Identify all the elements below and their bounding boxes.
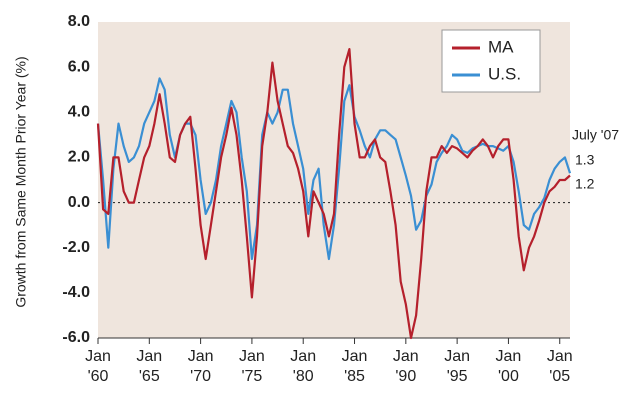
legend-label: MA bbox=[488, 37, 514, 56]
x-tick-label: Jan '60 bbox=[85, 348, 111, 385]
y-tick-label: -2.0 bbox=[62, 239, 90, 256]
y-tick-label: -4.0 bbox=[62, 284, 90, 301]
y-tick-label: 6.0 bbox=[68, 58, 90, 75]
x-tick-label: Jan '90 bbox=[392, 348, 419, 385]
y-tick-label: 8.0 bbox=[68, 13, 90, 30]
annotation: July '07 bbox=[572, 127, 619, 143]
annotation: 1.3 bbox=[575, 152, 595, 168]
y-axis-label: Growth from Same Month Prior Year (%) bbox=[13, 56, 29, 307]
series-line bbox=[96, 48, 571, 340]
y-tick-label: 4.0 bbox=[68, 104, 90, 121]
x-tick-label: Jan '85 bbox=[341, 348, 368, 385]
x-tick-label: Jan '05 bbox=[546, 348, 573, 385]
y-tick-label: 0.0 bbox=[68, 194, 90, 211]
x-tick-label: Jan '95 bbox=[444, 348, 471, 385]
legend-label: U.S. bbox=[488, 64, 521, 83]
y-tick-label: -6.0 bbox=[62, 329, 90, 346]
annotation: 1.2 bbox=[575, 176, 595, 192]
legend-box bbox=[441, 29, 541, 93]
legend: MA U.S. bbox=[441, 29, 541, 93]
x-tick-label: Jan '65 bbox=[136, 348, 163, 385]
x-tick-label: Jan '75 bbox=[239, 348, 265, 385]
y-tick-label: 2.0 bbox=[68, 149, 90, 166]
x-tick-label: Jan '70 bbox=[187, 348, 214, 385]
x-tick-label: Jan '00 bbox=[495, 348, 522, 385]
x-tick-label: Jan '80 bbox=[290, 348, 317, 385]
